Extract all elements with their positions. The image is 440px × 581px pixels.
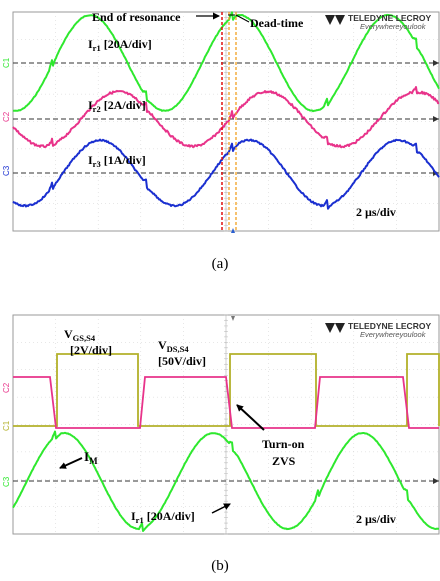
channel-marker-c1-b: C1 <box>2 420 11 431</box>
timebase-label-b: 2 µs/div <box>356 512 396 526</box>
brand-logo-a: TELEDYNE LECROY Everywhereyoulook <box>325 13 431 31</box>
timebase-label-a: 2 µs/div <box>356 205 396 219</box>
brand-tagline-a: Everywhereyoulook <box>360 22 427 31</box>
zero-line-a-1-end <box>433 60 439 66</box>
label-ir1-b: Ir1 [20A/div] <box>131 509 195 525</box>
annotation-end-of-resonance: End of resonance <box>92 10 181 24</box>
arrow-dead-time <box>235 14 250 23</box>
brand-name-b: TELEDYNE LECROY <box>348 321 431 331</box>
zero-line-a-2-end <box>433 116 439 122</box>
scope-panel-a: End of resonance Dead-time TELEDYNE LECR… <box>2 10 440 233</box>
channel-marker-c1-a: C1 <box>2 57 11 68</box>
label-ir3-a: Ir3 [1A/div] <box>88 153 146 169</box>
caption-b: (b) <box>211 558 229 574</box>
label-vds-scale-b: [50V/div] <box>158 354 206 368</box>
trace-ir1-a <box>12 11 440 113</box>
zero-line-b-end <box>433 478 439 484</box>
channel-marker-c2-a: C2 <box>2 111 11 122</box>
arrow-turn-on-zvs <box>236 404 265 431</box>
traces-b <box>12 353 440 532</box>
trace-vds-b <box>13 376 439 429</box>
annotation-zvs: ZVS <box>272 454 296 468</box>
label-vgs-b: VGS,S4 <box>64 327 96 343</box>
logo-mark-a <box>325 15 345 25</box>
brand-logo-b: TELEDYNE LECROY Everywhereyoulook <box>325 321 431 339</box>
brand-tagline-b: Everywhereyoulook <box>360 330 427 339</box>
annotation-dead-time: Dead-time <box>250 16 304 30</box>
annotation-im: IM <box>84 449 98 466</box>
trace-ir3-a <box>12 138 440 210</box>
channel-marker-c3-b: C3 <box>2 476 11 487</box>
trace-vgs-b <box>13 353 440 427</box>
label-vds-b: VDS,S4 <box>158 338 189 354</box>
caption-a: (a) <box>212 256 229 272</box>
label-vgs-scale-b: [2V/div] <box>70 343 112 357</box>
logo-mark-b <box>325 323 345 333</box>
trace-ir2-a <box>12 86 440 149</box>
channel-marker-c3-a: C3 <box>2 165 11 176</box>
label-ir2-a: Ir2 [2A/div] <box>88 98 146 114</box>
channel-marker-c2-b: C2 <box>2 382 11 393</box>
trigger-marker-b <box>231 316 235 321</box>
trigger-marker-a <box>231 228 235 233</box>
traces-a <box>12 11 440 210</box>
label-ir1-a: Ir1 [20A/div] <box>88 37 152 53</box>
arrow-im <box>59 457 83 469</box>
annotation-turn-on: Turn-on <box>262 437 305 451</box>
trace-ir1-b <box>12 430 439 532</box>
scope-panel-b: TELEDYNE LECROY Everywhereyoulook VGS,S4… <box>2 314 440 535</box>
arrow-ir1-b <box>211 503 231 514</box>
brand-name-a: TELEDYNE LECROY <box>348 13 431 23</box>
